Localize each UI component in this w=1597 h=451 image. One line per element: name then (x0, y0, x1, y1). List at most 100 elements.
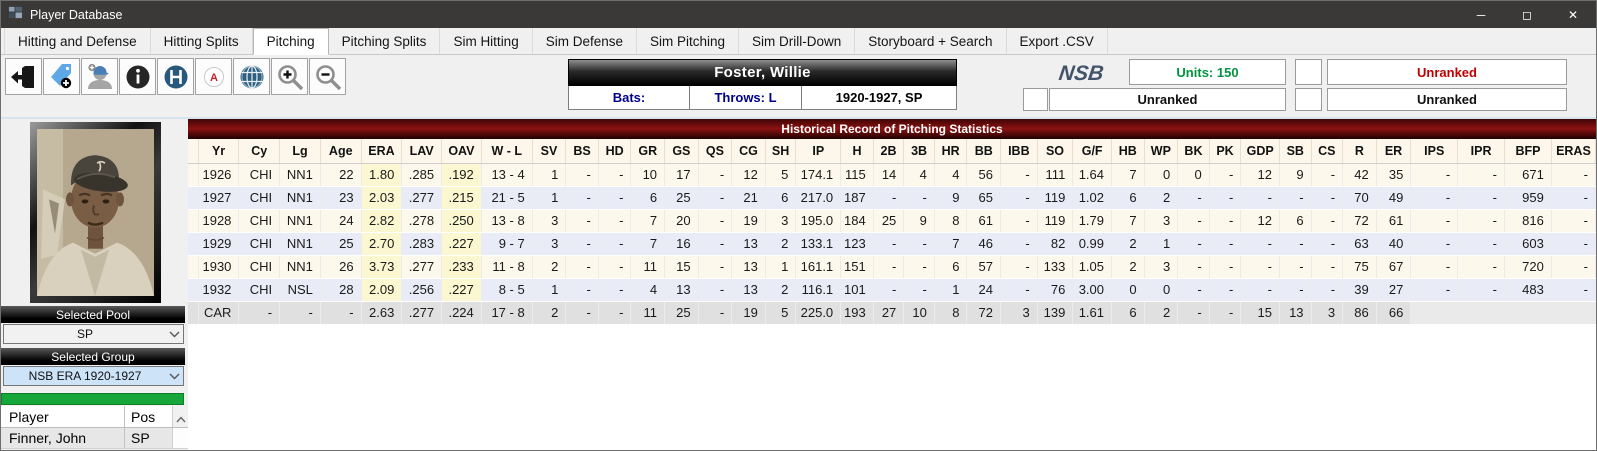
stat-cell: - (565, 209, 599, 233)
stat-cell: - (598, 209, 632, 233)
stat-cell: 13 (731, 278, 766, 302)
stat-cell: 7 (1111, 163, 1145, 187)
column-header: H (840, 139, 874, 164)
stat-cell: 0.99 (1072, 232, 1112, 256)
stat-cell: CHI (238, 163, 281, 187)
stat-cell: - (1209, 255, 1242, 279)
column-header: SO (1037, 139, 1074, 164)
stat-cell: 184 (840, 209, 874, 233)
stat-cell: .192 (441, 163, 482, 187)
letter-h-icon[interactable] (157, 58, 194, 95)
stat-cell: 133.1 (795, 232, 842, 256)
stat-cell: - (238, 301, 281, 324)
column-header: Cy (238, 139, 281, 164)
lead-cell (188, 163, 199, 187)
column-header: LAV (401, 139, 443, 164)
stat-cell: 2.09 (361, 278, 403, 302)
stat-cell: - (1311, 278, 1344, 302)
player-list-item[interactable]: Finner, John SP (1, 428, 188, 449)
minimize-button[interactable]: ─ (1476, 7, 1486, 22)
tab-storyboard-search[interactable]: Storyboard + Search (855, 28, 1007, 54)
tab-export-csv[interactable]: Export .CSV (1006, 28, 1108, 54)
tab-sim-drill-down[interactable]: Sim Drill-Down (739, 28, 856, 54)
season-row: 1927 CHI NN1 23 2.03.277.215 21 - 5 1- -6 25-21 6… (188, 186, 1597, 210)
list-scrollbar-track[interactable] (172, 428, 188, 448)
column-header: 3B (903, 139, 935, 164)
stat-cell: CHI (238, 232, 281, 256)
tab-sim-pitching[interactable]: Sim Pitching (637, 28, 740, 54)
zoom-out-icon[interactable] (309, 58, 346, 95)
tab-sim-defense[interactable]: Sim Defense (532, 28, 637, 54)
letter-a-icon[interactable]: A (195, 58, 232, 95)
tab-pitching[interactable]: Pitching (252, 28, 329, 55)
stat-cell: 0 (1111, 278, 1145, 302)
stat-cell: .227 (441, 232, 482, 256)
tab-hitting-and-defense[interactable]: Hitting and Defense (4, 28, 151, 54)
globe-icon[interactable] (233, 58, 270, 95)
svg-text:A: A (210, 72, 218, 84)
player-header: Foster, Willie Bats: Throws: L 1920-1927… (568, 59, 957, 110)
stat-cell: 11 (630, 301, 666, 324)
stat-cell: 174.1 (795, 163, 842, 187)
stat-cell: - (1209, 186, 1242, 210)
player-add-icon[interactable] (81, 58, 118, 95)
season-row: 1929 CHI NN1 25 2.70.283.227 9 - 7 3- -7 16-13 2 1… (188, 232, 1597, 256)
list-scrollbar[interactable] (172, 406, 188, 427)
info-icon[interactable] (119, 58, 156, 95)
stat-cell (1457, 301, 1506, 324)
column-header: SH (765, 139, 797, 164)
stat-cell: 2 (532, 301, 567, 324)
stat-cell: CHI (238, 255, 281, 279)
rank-right-top: Unranked (1327, 59, 1567, 85)
stat-cell: 13 (731, 255, 766, 279)
stat-cell: - (698, 186, 733, 210)
stat-cell: 16 (664, 232, 699, 256)
stat-cell: 39 (1342, 278, 1377, 302)
stat-cell: 0 (1144, 163, 1179, 187)
tab-sim-hitting[interactable]: Sim Hitting (440, 28, 533, 54)
stat-cell: 3 (1311, 301, 1344, 324)
season-row: 1932 CHI NSL 28 2.09.256.227 8 - 5 1- -4 13-13 2 1… (188, 278, 1597, 302)
tab-pitching-splits[interactable]: Pitching Splits (328, 28, 441, 54)
stat-cell: 133 (1037, 255, 1074, 279)
stat-cell: 65 (966, 186, 1002, 210)
stat-cell: 12 (1240, 209, 1280, 233)
stat-cell: 25 (664, 301, 699, 324)
stat-cell: - (1279, 255, 1312, 279)
zoom-in-icon[interactable] (271, 58, 308, 95)
exit-icon[interactable] (5, 58, 42, 95)
top-bar: A Foster, Willie Bats: Throws: L 1920-19… (1, 55, 1596, 117)
scroll-up-icon[interactable] (175, 410, 186, 426)
stat-cell: 24 (966, 278, 1002, 302)
tab-hitting-splits[interactable]: Hitting Splits (150, 28, 253, 54)
stat-cell: 63 (1342, 232, 1377, 256)
stat-cell: 0 (1177, 163, 1210, 187)
player-list-pos: SP (131, 430, 150, 446)
stat-cell: - (873, 186, 905, 210)
maximize-button[interactable]: ◻ (1522, 7, 1532, 22)
window-title: Player Database (30, 7, 123, 22)
stat-cell: NN1 (279, 163, 321, 187)
stat-cell: - (1457, 278, 1506, 302)
tag-add-icon[interactable] (43, 58, 80, 95)
lead-cell (188, 301, 199, 324)
stat-cell: NN1 (279, 255, 321, 279)
stat-cell: 9 (934, 186, 968, 210)
close-button[interactable]: ✕ (1567, 7, 1579, 22)
stat-cell: 86 (1342, 301, 1377, 324)
stat-cell: - (1279, 186, 1312, 210)
stat-cell: - (565, 301, 599, 324)
stat-cell: - (698, 209, 733, 233)
column-header: W - L (481, 139, 533, 164)
pool-select[interactable]: SP (3, 324, 184, 344)
stat-cell: 115 (840, 163, 874, 187)
stat-cell: 11 - 8 (481, 255, 533, 279)
stat-cell: 27 (873, 301, 905, 324)
stat-cell: CAR (198, 301, 240, 324)
stat-cell: 57 (966, 255, 1002, 279)
stat-cell: 40 (1376, 232, 1412, 256)
column-header: SB (1279, 139, 1312, 164)
stat-cell: 25 (320, 232, 362, 256)
group-select[interactable]: NSB ERA 1920-1927 (3, 366, 184, 386)
stat-cell: 123 (840, 232, 874, 256)
